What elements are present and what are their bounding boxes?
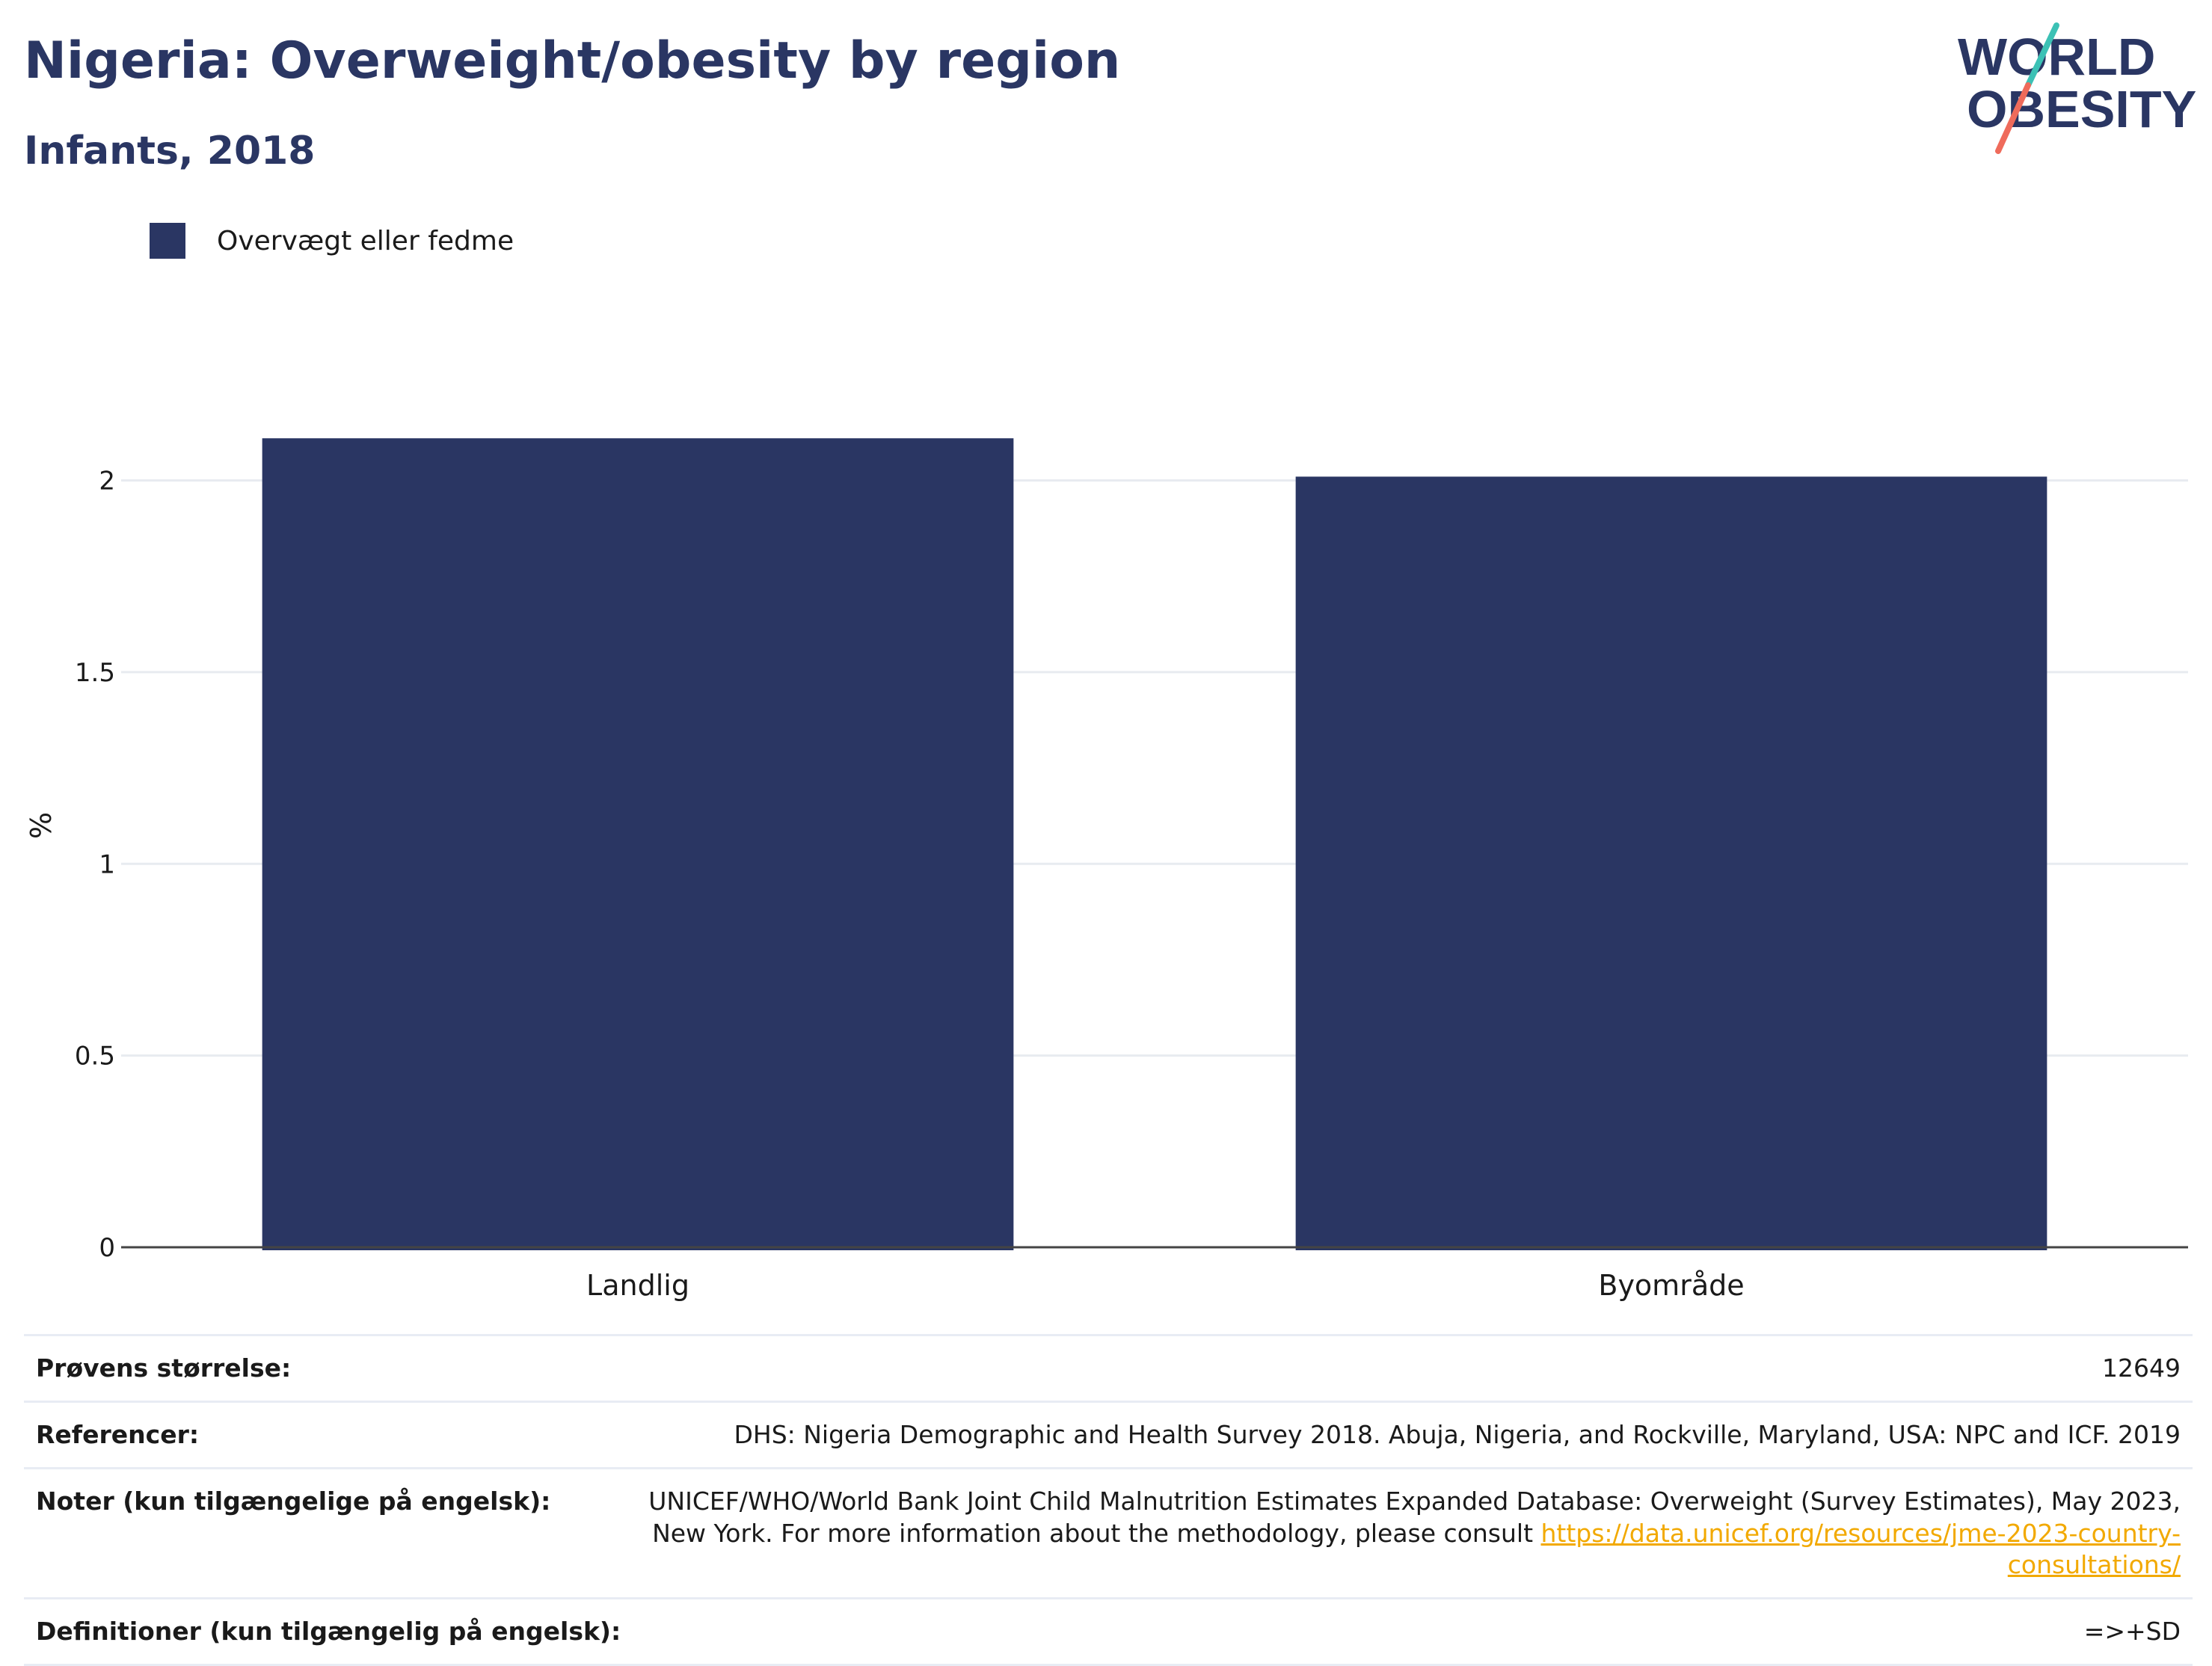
- y-tick-label: 0.5: [75, 1042, 115, 1072]
- chart-legend: Overvægt eller fedme: [150, 223, 514, 259]
- y-axis-label: %: [25, 812, 58, 839]
- info-label: Referencer:: [24, 1401, 633, 1470]
- legend-swatch: [150, 223, 185, 259]
- info-value: =>+SD: [633, 1597, 2193, 1666]
- logo-text-world: WORLD: [1958, 28, 2155, 86]
- info-row-references: Referencer: DHS: Nigeria Demographic and…: [24, 1401, 2193, 1470]
- methodology-link[interactable]: https://data.unicef.org/resources/jme-20…: [1540, 1518, 2181, 1579]
- bar: [1295, 476, 2047, 1250]
- info-row-notes: Noter (kun tilgængelige på engelsk): UNI…: [24, 1467, 2193, 1600]
- info-row-definitions: Definitioner (kun tilgængelig på engelsk…: [24, 1597, 2193, 1666]
- info-value: 12649: [633, 1333, 2193, 1404]
- chart-title: Nigeria: Overweight/obesity by region: [24, 31, 1121, 90]
- y-tick-label: 2: [99, 467, 115, 497]
- chart-subtitle: Infants, 2018: [24, 129, 316, 173]
- info-label: Prøvens størrelse:: [24, 1333, 633, 1404]
- y-tick-label: 0: [99, 1233, 115, 1263]
- info-row-sample-size: Prøvens størrelse: 12649: [24, 1333, 2193, 1404]
- y-tick-label: 1: [99, 849, 115, 879]
- notes-text: UNICEF/WHO/World Bank Joint Child Malnut…: [648, 1487, 2181, 1548]
- info-label: Noter (kun tilgængelige på engelsk):: [24, 1467, 633, 1600]
- info-label: Definitioner (kun tilgængelig på engelsk…: [24, 1597, 633, 1666]
- world-obesity-logo: WORLD OBESITY: [1958, 22, 2196, 154]
- y-tick-label: 1.5: [75, 658, 115, 688]
- x-tick-label: Landlig: [586, 1269, 689, 1302]
- bar-chart: 0 0.5 1 1.5 2% Landlig Byområde: [25, 438, 2188, 1302]
- legend-label: Overvægt eller fedme: [217, 225, 514, 256]
- info-table: Prøvens størrelse: 12649 Referencer: DHS…: [24, 1333, 2193, 1666]
- logo-text-obesity: OBESITY: [1967, 80, 2196, 138]
- x-tick-label: Byområde: [1598, 1269, 1744, 1302]
- info-value: DHS: Nigeria Demographic and Health Surv…: [633, 1401, 2193, 1470]
- info-value: UNICEF/WHO/World Bank Joint Child Malnut…: [633, 1467, 2193, 1600]
- bar: [262, 438, 1014, 1250]
